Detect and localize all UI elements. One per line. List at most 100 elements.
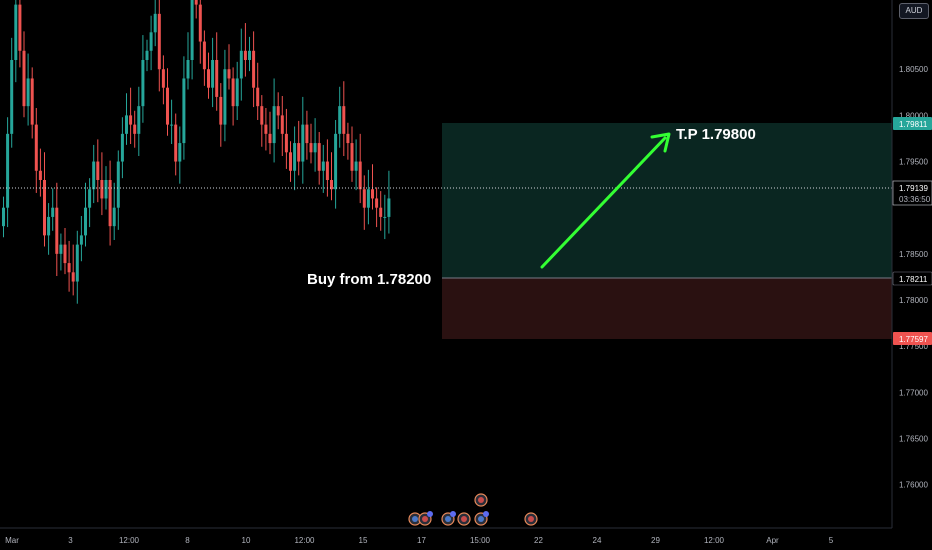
candle-body — [100, 180, 104, 199]
candle-body — [284, 133, 288, 153]
x-tick-label: 15:00 — [470, 536, 491, 545]
take-profit-price-tag: 1.79811 — [893, 117, 932, 130]
candle-body — [137, 106, 141, 134]
candle-body — [51, 207, 55, 217]
candle-body — [243, 50, 247, 60]
candle-body — [170, 124, 174, 126]
candle-body — [71, 272, 75, 282]
candle-body — [47, 216, 51, 236]
candle-body — [211, 60, 215, 88]
candle-body — [362, 189, 366, 208]
candle-body — [202, 41, 206, 70]
svg-text:1.77597: 1.77597 — [899, 335, 928, 344]
candle-body — [92, 161, 96, 190]
event-flag-icon[interactable] — [457, 512, 471, 526]
candle-body — [235, 78, 239, 107]
candle-body — [371, 189, 374, 199]
candle-body — [272, 106, 276, 144]
candle-body — [346, 133, 350, 144]
candle-body — [268, 133, 272, 144]
x-tick-label: Mar — [5, 536, 19, 545]
y-tick-label: 1.77000 — [899, 388, 928, 397]
candle-body — [30, 78, 34, 125]
event-flag-icon[interactable] — [524, 512, 538, 526]
candle-body — [264, 124, 268, 134]
candle-body — [186, 60, 190, 79]
buy-entry-label[interactable]: Buy from 1.78200 — [307, 271, 431, 288]
candle-body — [358, 161, 362, 190]
candle-body — [342, 106, 346, 134]
candle-body — [104, 180, 108, 199]
candle-body — [366, 189, 370, 208]
candle-body — [149, 32, 153, 51]
candle-body — [276, 106, 280, 116]
y-tick-label: 1.78000 — [899, 296, 928, 305]
candle-body — [125, 115, 128, 134]
candle-body — [112, 207, 116, 227]
candle-body — [239, 50, 243, 79]
economic-events[interactable] — [408, 493, 538, 526]
x-tick-label: 12:00 — [704, 536, 725, 545]
candle-body — [88, 189, 92, 208]
candle-body — [6, 133, 10, 208]
event-flag-icon[interactable] — [418, 511, 433, 526]
candle-body — [379, 207, 383, 217]
candle-body — [305, 124, 309, 144]
candle-body — [145, 50, 149, 60]
event-flag-icon[interactable] — [474, 511, 489, 526]
x-tick-label: 5 — [829, 536, 834, 545]
candle-body — [313, 143, 317, 153]
x-tick-label: 12:00 — [294, 536, 315, 545]
candle-body — [248, 50, 251, 60]
candle-body — [22, 50, 26, 107]
candle-body — [321, 161, 325, 171]
candle-body — [293, 143, 297, 171]
candle-body — [84, 207, 87, 236]
x-tick-label: Apr — [766, 536, 779, 545]
event-flag-icon[interactable] — [441, 511, 456, 526]
svg-text:1.78211: 1.78211 — [899, 275, 928, 284]
candle-body — [194, 0, 198, 5]
candle-body — [289, 152, 292, 171]
candle-body — [116, 161, 120, 208]
candle-body — [174, 124, 178, 162]
candle-body — [18, 4, 22, 51]
take-profit-arrow[interactable] — [540, 136, 667, 269]
candle-body — [38, 170, 42, 180]
current-price-tag: 1.79139 03:36:50 — [892, 180, 932, 206]
time-axis[interactable] — [0, 528, 892, 550]
candle-body — [129, 115, 133, 125]
candle-body — [63, 244, 67, 264]
candle-body — [157, 13, 161, 70]
candle-body — [141, 60, 145, 107]
candle-body — [190, 0, 194, 61]
candle-body — [43, 180, 46, 236]
arrow-head-icon — [650, 132, 671, 153]
price-axis[interactable] — [892, 0, 932, 528]
y-tick-label: 1.78500 — [899, 250, 928, 259]
currency-badge[interactable]: AUD — [899, 3, 929, 19]
take-profit-label[interactable]: T.P 1.79800 — [676, 126, 756, 143]
candle-body — [67, 263, 71, 273]
candle-body — [252, 50, 256, 88]
candle-body — [10, 60, 14, 134]
candle-body — [260, 106, 264, 125]
y-tick-label: 1.76000 — [899, 481, 928, 490]
candle-body — [317, 143, 321, 171]
event-flag-icon[interactable] — [474, 493, 488, 507]
candle-body — [354, 161, 358, 171]
candle-body — [96, 161, 100, 180]
x-tick-label: 15 — [359, 536, 368, 545]
candle-body — [325, 161, 329, 180]
candle-body — [26, 78, 30, 107]
candle-body — [207, 69, 210, 88]
candle-body — [330, 180, 333, 190]
loss-zone[interactable] — [442, 278, 892, 339]
candle-body — [350, 143, 354, 171]
candle-body — [59, 244, 63, 254]
stop-loss-price-tag: 1.77597 — [893, 332, 932, 345]
y-axis-ticks: 1.80500 1.80000 1.79500 1.78500 1.78000 1.775… — [899, 65, 928, 489]
candle-body — [383, 216, 387, 218]
svg-text:1.79139: 1.79139 — [899, 184, 928, 193]
